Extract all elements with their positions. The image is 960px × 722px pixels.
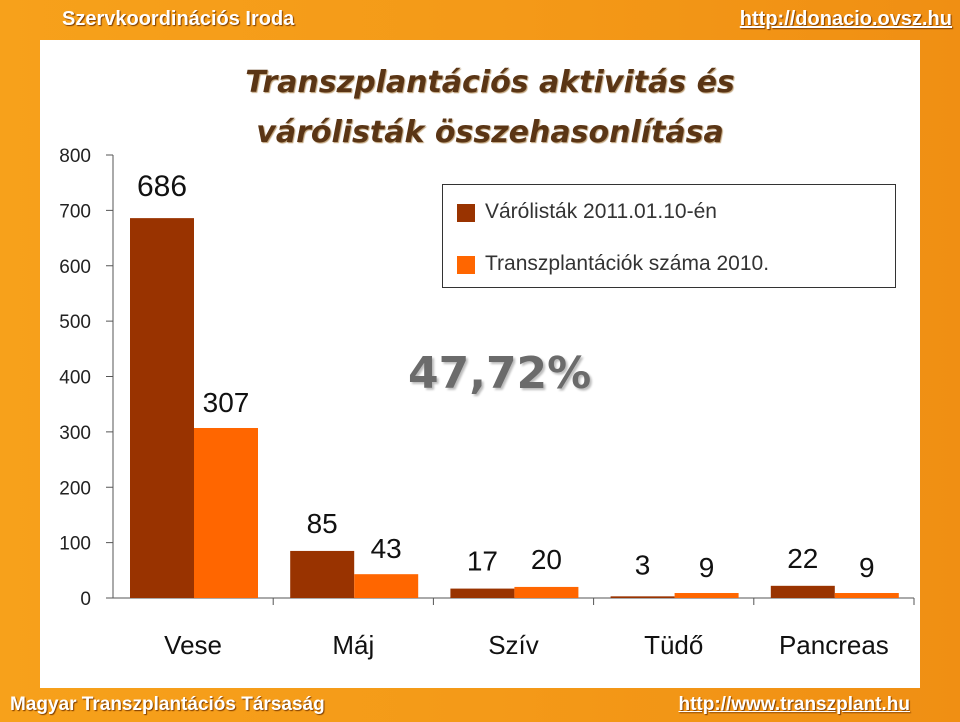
data-label: 9 [859,552,875,583]
data-label: 9 [699,552,715,583]
x-category-label: Pancreas [779,630,889,660]
data-label: 22 [787,543,818,574]
y-tick-label: 700 [59,201,91,222]
x-category-label: Tüdő [644,630,703,660]
legend-swatch-waitlist [457,204,475,222]
bar [290,550,355,598]
bar [450,588,515,598]
footer-organization: Magyar Transzplantációs Társaság [10,694,325,715]
data-label: 686 [137,170,187,203]
bar [674,593,739,598]
x-category-label: Szív [488,630,539,660]
data-label: 3 [635,549,651,580]
data-label: 20 [531,544,562,575]
bar [610,596,675,598]
header-organization: Szervkoordinációs Iroda [62,8,295,30]
x-category-label: Vese [164,630,222,660]
y-tick-label: 0 [80,589,91,610]
data-label: 307 [203,387,250,418]
bar [354,574,419,598]
footer-link[interactable]: http://www.transzplant.hu [678,694,911,715]
bar [130,218,194,598]
header-bar: Szervkoordinációs Iroda http://donacio.o… [0,0,960,38]
legend-label-transplants: Transzplantációk száma 2010. [485,252,770,275]
bar [194,427,258,598]
y-tick-label: 600 [59,257,91,278]
data-label: 17 [467,546,498,577]
header-link[interactable]: http://donacio.ovsz.hu [739,8,952,30]
data-label: 85 [307,508,338,539]
legend: Várólisták 2011.01.10-én Transzplantáció… [442,184,896,288]
bar [834,593,899,598]
y-tick-label: 100 [59,534,91,555]
legend-label-waitlist: Várólisták 2011.01.10-én [485,200,717,223]
ratio-annotation: 47,72% [408,348,592,399]
x-category-label: Máj [332,630,374,660]
y-tick-label: 800 [59,146,91,167]
y-tick-label: 400 [59,368,91,389]
y-tick-label: 200 [59,478,91,499]
y-tick-label: 500 [59,312,91,333]
bar [514,586,579,598]
data-label: 43 [371,533,402,564]
legend-swatch-transplants [457,256,475,274]
chart-title-line1: Transzplantációs aktivitás és [245,65,735,100]
bar [770,585,835,598]
y-tick-label: 300 [59,423,91,444]
chart-title-line2: várólisták összehasonlítása [256,115,724,150]
chart-title: Transzplantációs aktivitás és várólisták… [170,58,810,158]
